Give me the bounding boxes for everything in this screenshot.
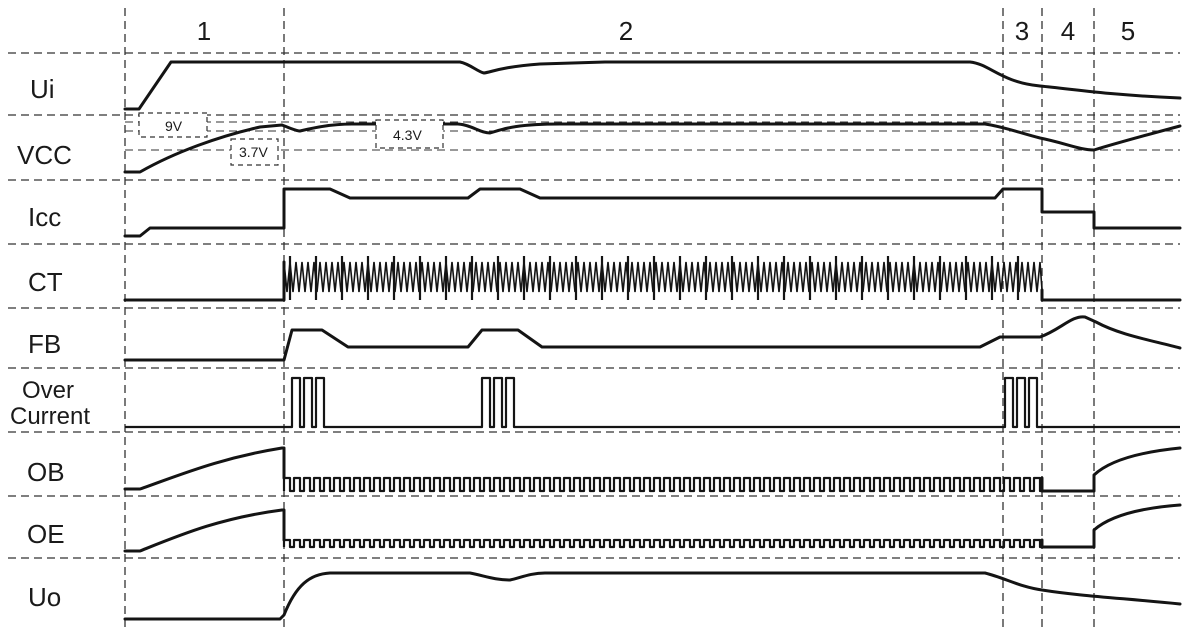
signal-label-icc: Icc (28, 202, 61, 232)
signal-label-ui: Ui (30, 74, 55, 104)
annotation-4-3v: 4.3V (393, 127, 422, 143)
signal-label-current: Current (10, 403, 90, 430)
signal-label-ob: OB (27, 457, 65, 487)
phase-labels: 1 2 3 4 5 (197, 16, 1135, 46)
phase-label-2: 2 (619, 16, 633, 46)
ob-pulse-train (282, 476, 1046, 493)
phase-boundaries (124, 8, 1095, 628)
ob-waveform-envelope (123, 446, 1182, 493)
annotation-9v-box (138, 112, 208, 138)
signal-labels: Ui VCC Icc CT FB Over Current OB OE Uo (10, 74, 90, 612)
annotation-3-7v-box (230, 138, 279, 166)
signal-label-ct: CT (28, 267, 63, 297)
ct-spikes (288, 256, 1020, 300)
annotation-4-3v-box (375, 119, 444, 149)
vcc-annotations: 9V 3.7V 4.3V (138, 112, 444, 166)
vcc-waveform (123, 122, 1182, 174)
icc-waveform (123, 187, 1182, 238)
annotation-3-7v: 3.7V (239, 144, 268, 160)
phase-label-3: 3 (1015, 16, 1029, 46)
fb-waveform (123, 315, 1182, 362)
signal-label-vcc: VCC (17, 140, 72, 170)
phase-label-4: 4 (1061, 16, 1075, 46)
signal-label-uo: Uo (28, 582, 61, 612)
phase-label-5: 5 (1121, 16, 1135, 46)
phase-label-1: 1 (197, 16, 211, 46)
ct-oscillation (283, 261, 1043, 293)
over-current-waveform (125, 376, 1180, 429)
annotation-9v: 9V (165, 118, 183, 134)
ct-waveform-baseline (123, 260, 1182, 302)
signal-label-over: Over (22, 377, 74, 404)
oe-pulse-train (282, 538, 1046, 549)
signal-label-oe: OE (27, 519, 65, 549)
uo-waveform (123, 571, 1182, 621)
oe-waveform-envelope (123, 503, 1182, 553)
ui-waveform (123, 60, 1182, 111)
signal-label-fb: FB (28, 329, 61, 359)
